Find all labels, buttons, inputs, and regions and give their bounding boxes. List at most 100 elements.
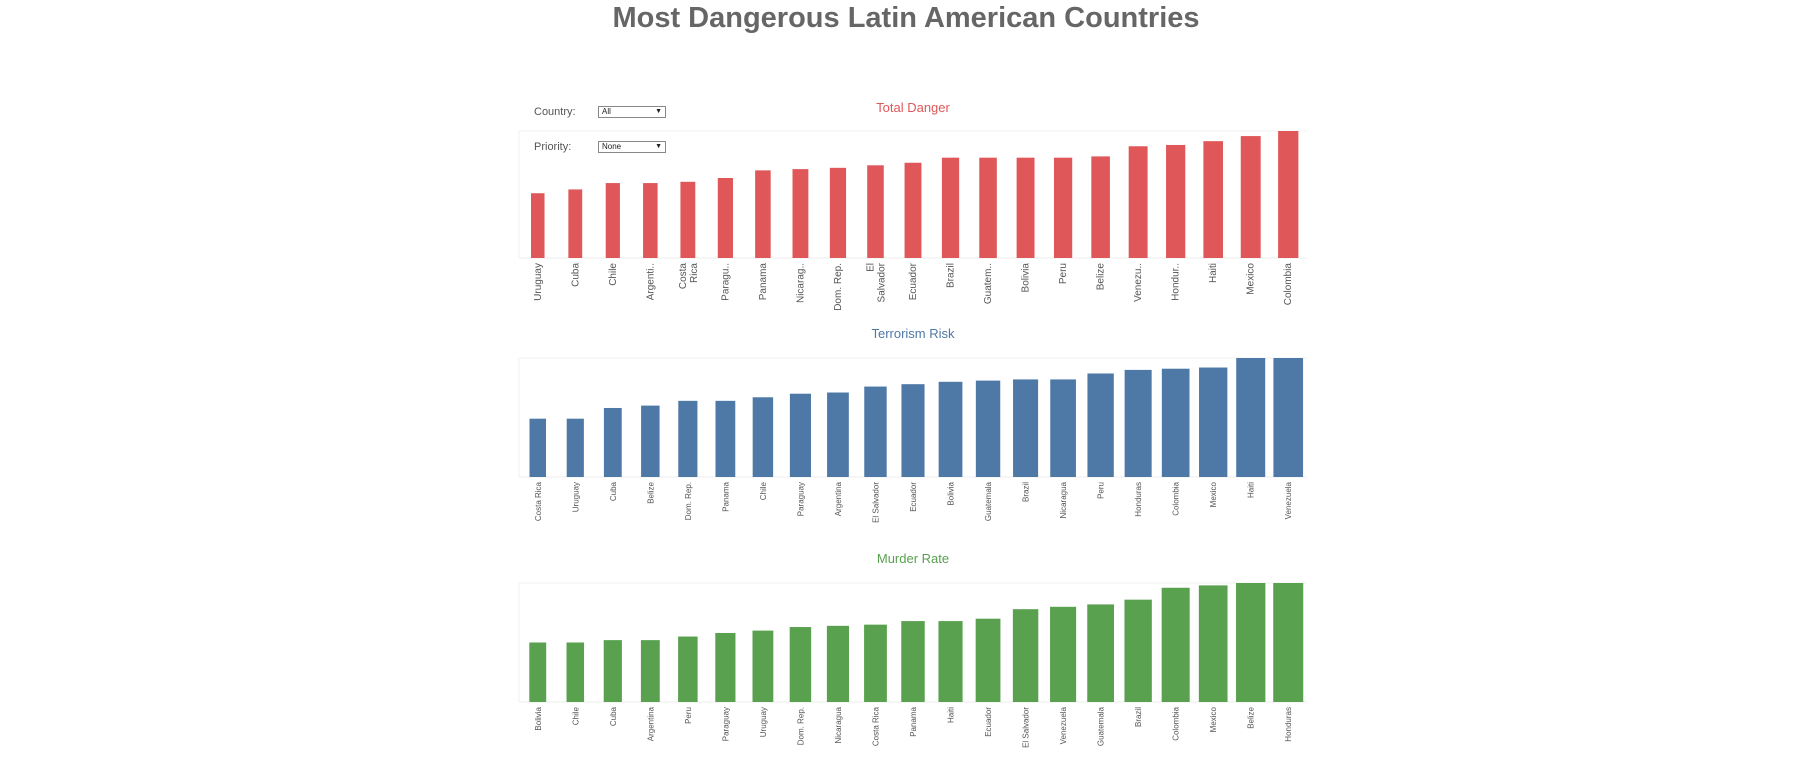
bar-argentina[interactable] [640, 640, 660, 702]
x-tick-label: Paraguay [721, 707, 730, 741]
bar-panama[interactable] [755, 170, 771, 258]
bar-peru[interactable] [1087, 373, 1114, 477]
x-tick-label: Bolivia [534, 706, 543, 730]
bar-el-salvador[interactable] [864, 386, 887, 477]
bar-guatemala[interactable] [1087, 604, 1114, 702]
x-tick-label: El Salvador [871, 482, 880, 523]
bar-costa-rica[interactable] [680, 181, 696, 258]
x-tick-label: Brazil [946, 263, 957, 288]
bar-ecuador[interactable] [904, 162, 922, 258]
bar-costa-rica[interactable] [864, 624, 887, 702]
bar-cuba[interactable] [568, 189, 583, 258]
x-tick-label: Haiti [1247, 482, 1256, 498]
x-tick-label: Peru [1097, 482, 1106, 499]
bar-uruguay[interactable] [531, 193, 545, 258]
bar-mexico[interactable] [1240, 136, 1261, 258]
bar-uruguay[interactable] [752, 630, 774, 702]
bar-nicaragua[interactable] [1050, 379, 1076, 477]
bar-chile[interactable] [752, 397, 774, 477]
x-tick-label: Venezuela [1284, 481, 1293, 519]
country-filter-label: Country: [534, 106, 576, 118]
bar-peru[interactable] [678, 636, 698, 702]
bar-dom-rep[interactable] [789, 627, 812, 702]
x-tick-label: El Salvador [1022, 707, 1031, 748]
bar-bolivia[interactable] [938, 381, 963, 477]
x-tick-label: Argentina [646, 706, 655, 741]
x-tick-label: Venezuela [1059, 706, 1068, 744]
bar-haiti[interactable] [1203, 141, 1223, 258]
x-tick-label: Honduras [1284, 707, 1293, 742]
bar-belize[interactable] [1236, 583, 1266, 702]
bar-ecuador[interactable] [901, 384, 925, 477]
bar-belize[interactable] [1091, 156, 1110, 258]
bar-chile[interactable] [566, 642, 585, 703]
bar-bolivia[interactable] [529, 642, 547, 703]
bar-brazil[interactable] [1124, 599, 1152, 702]
x-tick-label: Bolivia [947, 481, 956, 505]
tick-line: Rica [689, 263, 700, 283]
bar-guatemala[interactable] [975, 380, 1001, 477]
bar-colombia[interactable] [1161, 587, 1190, 702]
x-tick-label: Mexico [1246, 263, 1257, 295]
bar-paragu[interactable] [717, 177, 733, 258]
bar-cuba[interactable] [603, 407, 622, 477]
bar-el-salvador[interactable] [1012, 609, 1039, 702]
bar-argentina[interactable] [827, 392, 849, 477]
x-tick-label: Belize [646, 481, 655, 503]
x-tick-label: Cuba [609, 481, 618, 501]
dropdown-arrow-icon: ▼ [655, 108, 662, 115]
bar-honduras[interactable] [1124, 369, 1152, 477]
priority-filter-label: Priority: [534, 141, 572, 153]
bar-haiti[interactable] [938, 621, 963, 702]
bar-argenti[interactable] [643, 183, 658, 258]
bar-brazil[interactable] [941, 157, 960, 258]
bar-costa-rica[interactable] [529, 418, 547, 477]
x-tick-label: Costa Rica [534, 481, 543, 521]
bar-honduras[interactable] [1273, 583, 1304, 702]
bar-brazil[interactable] [1013, 379, 1039, 477]
country-filter-select[interactable]: All ▼ [598, 106, 666, 118]
chart-title: Total Danger [876, 100, 950, 115]
bar-ecuador[interactable] [975, 618, 1001, 702]
page-title: Most Dangerous Latin American Countries [612, 2, 1200, 34]
bar-paraguay[interactable] [715, 632, 736, 702]
terrorism-risk-chart: Terrorism Risk Costa Rica Uruguay Cuba Beliz… [518, 326, 1307, 523]
bar-cuba[interactable] [603, 640, 622, 702]
x-tick-label: Brazil [1022, 482, 1031, 502]
bar-hondur[interactable] [1166, 144, 1186, 258]
bar-paraguay[interactable] [789, 393, 811, 477]
bar-dom-rep[interactable] [678, 400, 698, 477]
x-tick-label: Dom. Rep. [833, 263, 844, 311]
bar-panama[interactable] [901, 621, 925, 702]
bar-panama[interactable] [715, 400, 736, 477]
bar-mexico[interactable] [1198, 585, 1228, 702]
bar-colombia[interactable] [1278, 131, 1299, 258]
bar-venezuela[interactable] [1050, 606, 1077, 702]
x-tick-label: Haiti [947, 707, 956, 723]
x-tick-label: Colombia [1172, 481, 1181, 515]
bar-venezu[interactable] [1128, 146, 1148, 258]
x-tick-label: CostaRica [678, 263, 700, 290]
x-tick-label: Bolivia [1021, 263, 1032, 293]
x-tick-label: Chile [608, 263, 619, 286]
bar-belize[interactable] [641, 405, 660, 477]
x-tick-label: Nicaragua [1059, 481, 1068, 518]
x-tick-label: Cuba [609, 706, 618, 726]
bar-uruguay[interactable] [566, 418, 584, 477]
total-danger-chart: Total Danger Uruguay Cuba Chile Argenti.. Cos… [518, 100, 1307, 311]
bar-dom-rep[interactable] [829, 167, 847, 258]
bar-colombia[interactable] [1161, 368, 1190, 477]
x-tick-label: Uruguay [571, 482, 580, 512]
priority-filter-select[interactable]: None ▼ [598, 141, 666, 153]
bar-bolivia[interactable] [1016, 157, 1035, 258]
bar-peru[interactable] [1053, 157, 1073, 258]
bar-guatem[interactable] [979, 157, 997, 258]
bar-el-salvador[interactable] [867, 165, 884, 258]
bar-haiti[interactable] [1236, 358, 1266, 477]
bar-nicaragua[interactable] [826, 625, 850, 702]
bar-mexico[interactable] [1199, 367, 1228, 477]
bar-venezuela[interactable] [1273, 358, 1304, 477]
bar-nicarag[interactable] [792, 169, 809, 258]
bar-chile[interactable] [605, 183, 620, 258]
